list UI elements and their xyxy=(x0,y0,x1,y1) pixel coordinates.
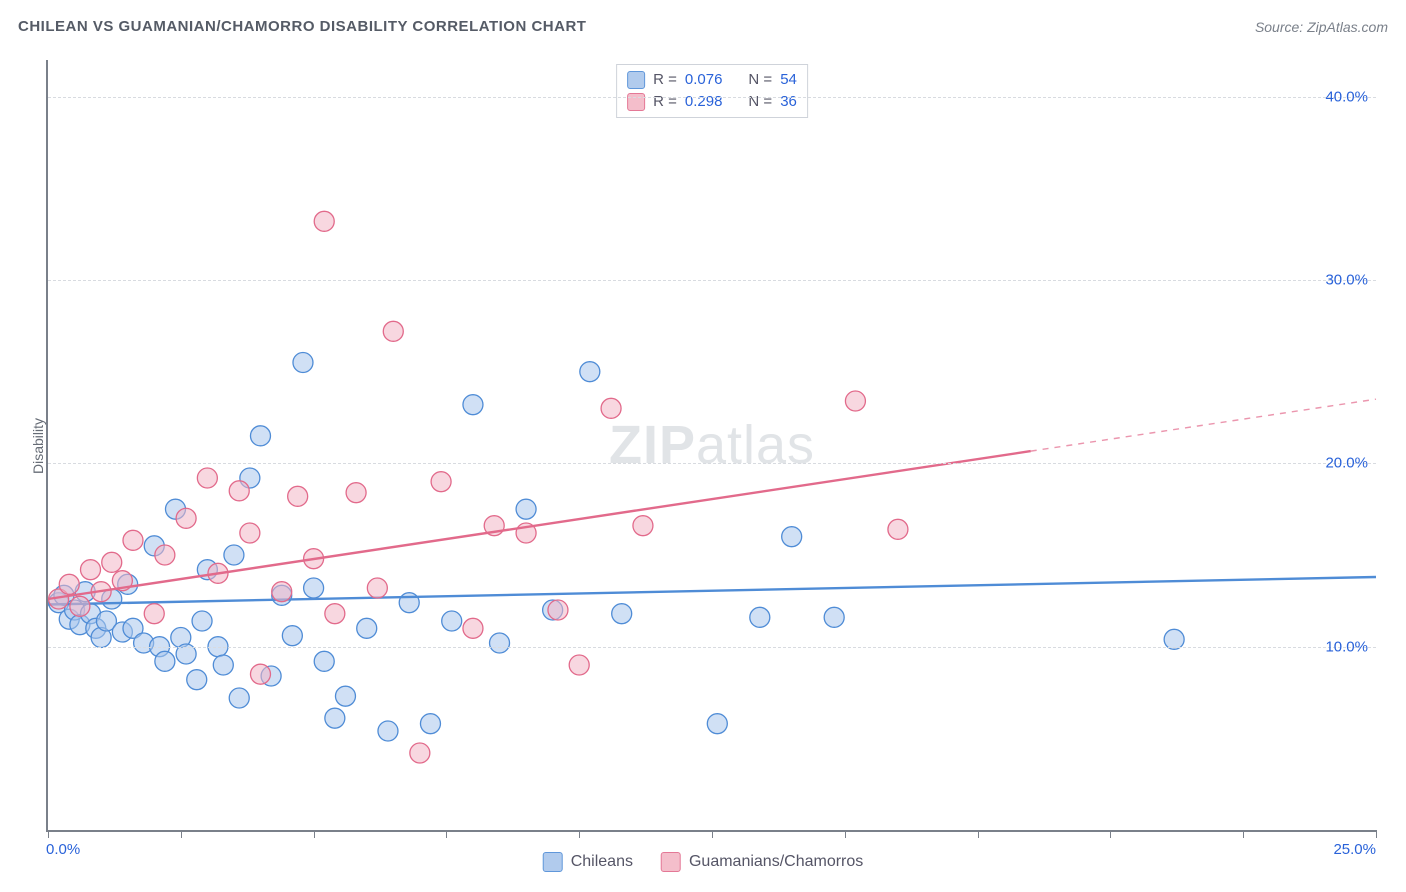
gridline xyxy=(48,647,1376,648)
gridline xyxy=(48,97,1376,98)
data-point xyxy=(304,578,324,598)
data-point xyxy=(192,611,212,631)
x-tick xyxy=(314,830,315,838)
data-point xyxy=(187,670,207,690)
data-point xyxy=(288,486,308,506)
chart-container: CHILEAN VS GUAMANIAN/CHAMORRO DISABILITY… xyxy=(0,0,1406,892)
data-point xyxy=(346,483,366,503)
legend-correlation: R = 0.076 N = 54 R = 0.298 N = 36 xyxy=(616,64,808,118)
data-point xyxy=(229,688,249,708)
data-point xyxy=(750,607,770,627)
data-point xyxy=(213,655,233,675)
data-point xyxy=(516,499,536,519)
y-tick-label: 10.0% xyxy=(1325,638,1368,655)
data-point xyxy=(123,530,143,550)
gridline xyxy=(48,280,1376,281)
x-axis-min-label: 0.0% xyxy=(46,841,80,858)
y-tick-label: 30.0% xyxy=(1325,272,1368,289)
data-point xyxy=(229,481,249,501)
x-tick xyxy=(579,830,580,838)
data-point xyxy=(569,655,589,675)
data-point xyxy=(282,626,302,646)
data-point xyxy=(224,545,244,565)
data-point xyxy=(293,353,313,373)
plot-area: ZIPatlas R = 0.076 N = 54 R = 0.298 N = … xyxy=(46,60,1376,832)
chart-title: CHILEAN VS GUAMANIAN/CHAMORRO DISABILITY… xyxy=(18,18,586,35)
x-axis-max-label: 25.0% xyxy=(1333,841,1376,858)
x-tick xyxy=(712,830,713,838)
data-point xyxy=(70,596,90,616)
gridline xyxy=(48,463,1376,464)
data-point xyxy=(580,362,600,382)
x-tick xyxy=(181,830,182,838)
x-tick xyxy=(1110,830,1111,838)
y-tick-label: 20.0% xyxy=(1325,455,1368,472)
data-point xyxy=(155,651,175,671)
data-point xyxy=(197,468,217,488)
x-tick xyxy=(978,830,979,838)
data-point xyxy=(490,633,510,653)
data-point xyxy=(59,574,79,594)
data-point xyxy=(325,708,345,728)
data-point xyxy=(612,604,632,624)
data-point xyxy=(383,321,403,341)
data-point xyxy=(272,582,292,602)
data-point xyxy=(431,472,451,492)
legend-swatch-guamanians xyxy=(661,852,681,872)
data-point xyxy=(102,552,122,572)
data-point xyxy=(144,604,164,624)
data-point xyxy=(250,426,270,446)
data-point xyxy=(463,395,483,415)
x-tick xyxy=(1243,830,1244,838)
trend-line xyxy=(48,577,1376,605)
data-point xyxy=(399,593,419,613)
data-point xyxy=(367,578,387,598)
data-point xyxy=(782,527,802,547)
legend-item-chileans: Chileans xyxy=(543,852,633,872)
data-point xyxy=(442,611,462,631)
data-point xyxy=(548,600,568,620)
data-point xyxy=(420,714,440,734)
data-point xyxy=(314,651,334,671)
legend-item-guamanians: Guamanians/Chamorros xyxy=(661,852,863,872)
legend-swatch-chileans xyxy=(627,71,645,89)
data-point xyxy=(378,721,398,741)
y-tick-label: 40.0% xyxy=(1325,88,1368,105)
x-tick xyxy=(48,830,49,838)
data-point xyxy=(176,508,196,528)
data-point xyxy=(824,607,844,627)
y-axis-label: Disability xyxy=(30,418,46,474)
legend-row-chileans: R = 0.076 N = 54 xyxy=(627,69,797,91)
data-point xyxy=(314,211,334,231)
trend-line-extrapolated xyxy=(1031,399,1376,451)
data-point xyxy=(325,604,345,624)
data-point xyxy=(410,743,430,763)
data-point xyxy=(250,664,270,684)
data-point xyxy=(707,714,727,734)
scatter-svg xyxy=(48,60,1376,830)
data-point xyxy=(601,398,621,418)
x-tick xyxy=(1376,830,1377,838)
x-tick xyxy=(446,830,447,838)
data-point xyxy=(357,618,377,638)
data-point xyxy=(335,686,355,706)
legend-series: Chileans Guamanians/Chamorros xyxy=(543,852,864,872)
data-point xyxy=(155,545,175,565)
source-attribution: Source: ZipAtlas.com xyxy=(1255,19,1388,35)
data-point xyxy=(463,618,483,638)
trend-line xyxy=(48,451,1031,599)
legend-swatch-chileans xyxy=(543,852,563,872)
data-point xyxy=(888,519,908,539)
data-point xyxy=(633,516,653,536)
data-point xyxy=(240,523,260,543)
x-tick xyxy=(845,830,846,838)
data-point xyxy=(845,391,865,411)
title-bar: CHILEAN VS GUAMANIAN/CHAMORRO DISABILITY… xyxy=(18,18,1388,35)
legend-row-guamanians: R = 0.298 N = 36 xyxy=(627,91,797,113)
data-point xyxy=(80,560,100,580)
